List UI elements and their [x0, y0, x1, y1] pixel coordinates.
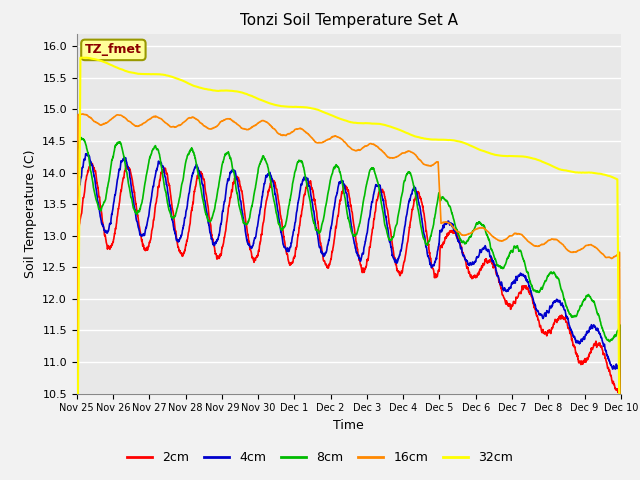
8cm [282, 221, 289, 227]
2cm [135, 223, 143, 228]
2cm [607, 372, 614, 378]
4cm [282, 246, 289, 252]
32cm [305, 105, 313, 111]
2cm [548, 325, 556, 331]
16cm [607, 255, 614, 261]
8cm [168, 214, 175, 220]
32cm [135, 71, 143, 77]
4cm [607, 361, 614, 367]
Line: 32cm: 32cm [77, 58, 621, 480]
8cm [548, 270, 556, 276]
Title: Tonzi Soil Temperature Set A: Tonzi Soil Temperature Set A [240, 13, 458, 28]
Line: 4cm: 4cm [77, 154, 621, 480]
32cm [79, 55, 86, 60]
16cm [548, 237, 556, 242]
4cm [548, 304, 556, 310]
16cm [135, 123, 143, 129]
4cm [305, 183, 313, 189]
4cm [168, 212, 175, 218]
32cm [282, 104, 289, 109]
16cm [168, 124, 175, 130]
Y-axis label: Soil Temperature (C): Soil Temperature (C) [24, 149, 36, 278]
2cm [282, 245, 289, 251]
Line: 2cm: 2cm [77, 164, 621, 480]
8cm [607, 337, 614, 343]
2cm [88, 161, 96, 167]
8cm [135, 208, 143, 214]
32cm [548, 163, 556, 168]
X-axis label: Time: Time [333, 419, 364, 432]
8cm [77, 135, 85, 141]
16cm [282, 132, 289, 138]
32cm [607, 173, 614, 179]
16cm [79, 111, 86, 117]
2cm [168, 198, 175, 204]
4cm [83, 151, 91, 156]
Legend: 2cm, 4cm, 8cm, 16cm, 32cm: 2cm, 4cm, 8cm, 16cm, 32cm [122, 446, 518, 469]
2cm [305, 181, 313, 187]
4cm [135, 227, 143, 233]
Line: 16cm: 16cm [77, 114, 621, 480]
8cm [305, 194, 313, 200]
16cm [305, 132, 313, 138]
32cm [168, 73, 175, 79]
Text: TZ_fmet: TZ_fmet [85, 43, 142, 56]
Line: 8cm: 8cm [77, 138, 621, 480]
